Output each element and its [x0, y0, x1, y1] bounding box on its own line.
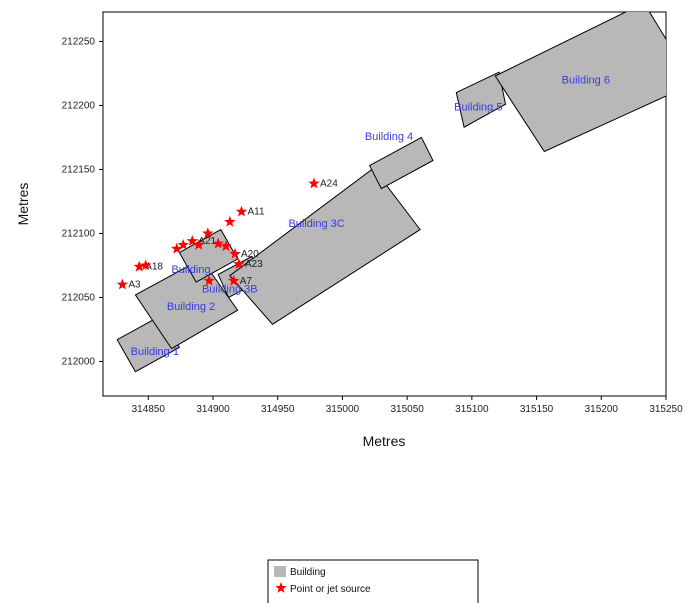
x-tick-label: 315150 [520, 404, 554, 415]
source-star-marker [116, 278, 129, 290]
source-star-marker [177, 239, 189, 250]
source-star-marker [308, 177, 320, 189]
source-star-marker [133, 260, 145, 272]
building-label: Building 5 [454, 102, 502, 114]
x-tick-label: 314850 [132, 404, 166, 415]
y-tick-label: 212150 [62, 164, 96, 175]
source-label: A20 [241, 249, 259, 260]
source-label: A18 [145, 262, 163, 273]
x-tick-label: 314900 [196, 404, 230, 415]
source-star-marker [233, 258, 245, 269]
building-label: Building [171, 264, 210, 276]
y-tick-label: 212100 [62, 228, 96, 239]
legend-source-label: Point or jet source [290, 584, 371, 595]
building-label: Building 3B [202, 283, 258, 295]
buildings-layer [116, 12, 666, 373]
y-tick-label: 212050 [62, 292, 96, 303]
x-tick-label: 315000 [326, 404, 360, 415]
source-star-marker [235, 205, 248, 217]
x-tick-label: 314950 [261, 404, 295, 415]
source-star-marker [140, 259, 152, 271]
source-star-marker [220, 240, 232, 252]
x-axis-title: Metres [363, 433, 406, 449]
source-star-marker [186, 235, 198, 246]
source-star-marker [212, 237, 224, 249]
source-label: A3 [128, 280, 141, 291]
legend-building-swatch [274, 566, 286, 577]
building-polygon [494, 12, 666, 153]
source-label: A23 [245, 259, 263, 270]
legend-box [267, 559, 479, 603]
y-tick-label: 212250 [62, 36, 96, 47]
building-polygon [455, 71, 507, 128]
source-label: A24 [320, 179, 338, 190]
source-star-marker [228, 274, 240, 286]
y-tick-label: 212000 [62, 356, 96, 367]
legend-building-label: Building [290, 567, 326, 578]
x-tick-label: 315200 [585, 404, 619, 415]
source-star-marker [203, 274, 215, 286]
building-label: Building 4 [365, 131, 413, 143]
building-polygon [229, 167, 421, 325]
source-star-marker [193, 239, 205, 250]
axes-layer: 314850 314900 314950 315000 315050 315100 3151… [62, 36, 683, 415]
y-axis-title: Metres [15, 183, 31, 226]
y-tick-label: 212200 [62, 100, 96, 111]
building-label: Building 2 [167, 301, 215, 313]
source-label: A7 [240, 276, 253, 287]
source-star-marker [224, 215, 236, 227]
source-label: A11 [248, 207, 265, 218]
building-polygon [178, 228, 239, 283]
x-tick-label: 315250 [649, 404, 683, 415]
building-label: Building 6 [562, 75, 610, 87]
building-polygon [134, 258, 239, 350]
x-tick-label: 315050 [390, 404, 424, 415]
source-star-marker [202, 227, 214, 239]
legend-star-icon [275, 582, 287, 593]
building-labels-layer: Building 1 Building 2 Building Building 3B B… [131, 75, 610, 358]
source-star-marker [229, 247, 241, 259]
building-label: Building 1 [131, 346, 179, 358]
x-tick-label: 315100 [455, 404, 489, 415]
legend: Building Point or jet source [267, 559, 479, 603]
source-label: A21 [198, 236, 216, 247]
building-polygon [368, 136, 434, 190]
source-star-marker [171, 242, 183, 254]
building-label: Building 3C [288, 218, 344, 230]
